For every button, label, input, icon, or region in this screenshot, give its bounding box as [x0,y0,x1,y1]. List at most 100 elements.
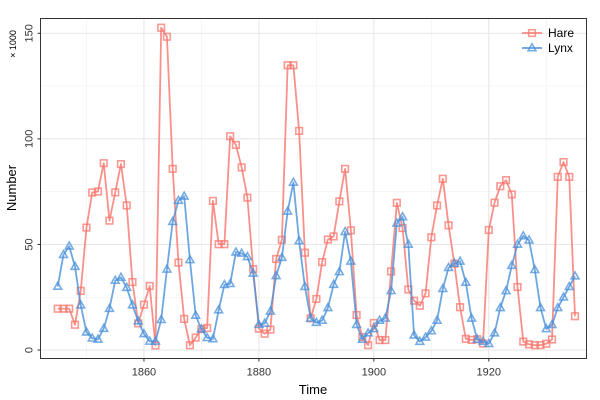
hare-point [438,174,447,183]
lynx-point [138,328,150,338]
lynx-point [489,327,500,337]
hare-point [295,126,304,135]
lynx-point [115,271,127,281]
legend-label-lynx: Lynx [548,41,573,55]
lynx-point [535,301,546,312]
hare-point [432,201,442,210]
lynx-point [426,325,437,335]
lynx-point [81,326,92,336]
lynx-point [299,280,311,291]
x-tick-label: 1920 [477,367,501,379]
lynx-line [56,181,576,345]
hare-point [565,172,574,181]
hare-point [553,172,562,181]
lynx-point [437,282,449,293]
lynx-point [558,291,569,301]
y-tick-label: 0 [24,347,36,353]
lynx-point [288,176,299,186]
hare-point [329,232,338,241]
hare-point [507,190,516,199]
axes: 0 50 100 150 1860 1880 1900 1920 [24,24,502,378]
lynx-point [316,314,328,324]
lynx-point [178,190,190,200]
lynx-point [552,301,564,312]
hare-point [214,240,223,249]
hare-point [53,304,62,313]
lynx-point [523,234,535,244]
lynx-point [466,312,477,322]
lynx-point [339,225,351,236]
hare-point [570,312,580,321]
hare-point [335,197,344,206]
hare-point [283,61,292,70]
lynx-point [69,260,81,271]
lynx-point [460,276,472,286]
hare-line [57,26,576,347]
series-hare [53,23,580,350]
hare-point [398,223,407,233]
hare-point [341,164,350,173]
lynx-point [322,301,334,312]
hare-point [99,159,108,168]
hare-point [375,335,384,345]
hare-point [162,32,172,41]
hare-point [547,335,557,344]
lynx-point [408,329,420,339]
lynx-point [242,250,253,261]
hare-point [409,296,419,305]
hare-point [363,341,373,350]
hare-point [318,257,327,267]
hare-point [415,301,424,310]
hare-point [157,23,166,32]
legend-label-hare: Hare [548,26,574,40]
hare-point [243,193,252,202]
hare-point [530,341,539,350]
hare-point [208,196,218,205]
hare-point [289,61,298,70]
x-tick-label: 1880 [247,367,271,379]
lynx-point [265,305,276,315]
series-lynx [52,176,581,348]
hare-point [168,164,177,173]
hare-point [542,339,551,348]
lynx-point [546,318,558,329]
y-tick-label: 50 [24,238,36,250]
hare-point [501,176,511,185]
lynx-point [201,331,213,342]
hare-point [455,303,465,312]
lynx-point [219,278,230,289]
hare-point [444,221,453,230]
hare-point [82,223,91,232]
hare-point [220,240,229,249]
lynx-point [127,299,138,309]
lynx-point [397,211,408,221]
lynx-point [92,333,104,343]
hare-point [490,198,499,207]
hare-point [105,216,114,225]
hare-point [381,335,390,345]
hare-point [65,304,74,313]
lynx-point [282,205,293,215]
hare-point [93,187,103,196]
hare-point [237,163,246,172]
lynx-point [230,246,242,256]
hare-point [484,225,493,235]
lynx-point [196,323,207,333]
lynx-point [420,331,431,341]
lynx-point [132,315,144,325]
lynx-point [253,318,265,329]
lynx-point [495,301,506,312]
lynx-point [483,337,495,348]
hare-point [559,158,568,167]
hare-point [266,325,275,334]
lynx-point [213,304,224,314]
lynx-point [155,313,167,324]
y-axis-title: Number [4,164,19,211]
lynx-point [150,335,161,345]
hare-point [496,182,505,191]
lynx-point [58,248,69,259]
lynx-point [167,215,178,226]
hare-point [300,248,309,257]
hare-point [312,294,321,304]
